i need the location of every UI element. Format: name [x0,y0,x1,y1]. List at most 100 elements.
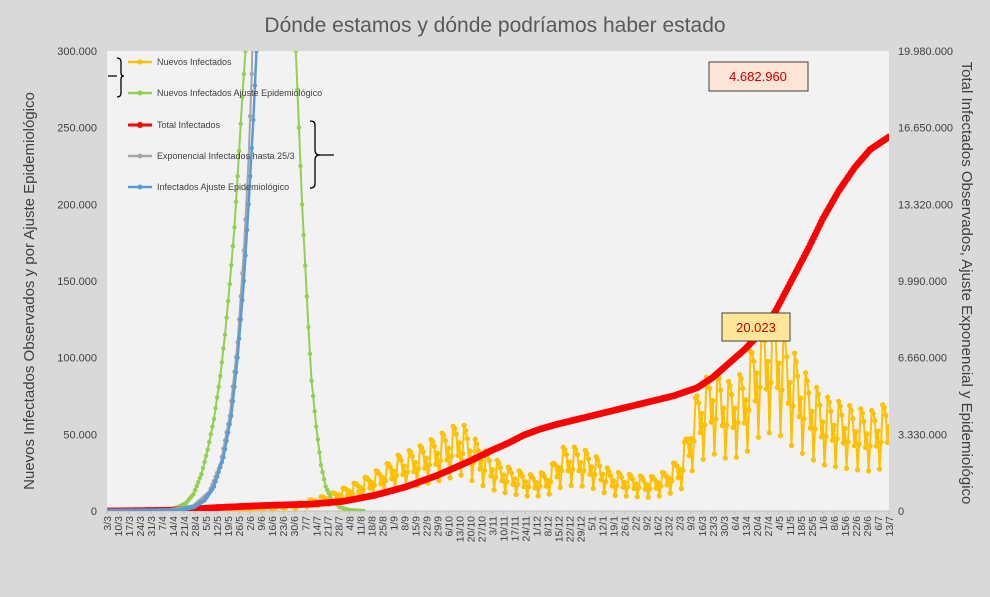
series-point-infectados-ajuste [224,438,229,443]
series-point-nuevos-infectados [765,358,771,365]
series-point-nuevos-infectados [398,457,404,464]
series-point-ajuste-nuevos [312,409,317,414]
series-point-ajuste-nuevos [202,459,207,465]
x-tick-label: 11/5 [785,516,797,536]
y-tick-right: 3.330.000 [898,429,947,441]
series-point-infectados-ajuste [244,227,250,233]
series-point-nuevos-infectados [622,479,628,485]
series-point-nuevos-infectados [387,464,393,470]
series-point-nuevos-infectados [645,494,651,500]
x-tick-label: 8/9 [399,516,411,531]
legend-entry-infectados-ajuste[interactable]: Infectados Ajuste Epidemiológico [128,182,289,192]
series-point-nuevos-infectados [367,485,373,491]
x-tick-label: 5/1 [587,516,599,531]
x-tick-label: 17/11 [510,516,522,542]
series-point-nuevos-infectados [807,425,813,431]
series-point-nuevos-infectados [453,431,459,437]
x-tick-label: 18/8 [366,516,378,537]
series-point-nuevos-infectados [673,463,680,469]
series-point-nuevos-infectados [360,487,367,493]
y-axis-left-label: Nuevos Infectados Observados y por Ajust… [21,92,38,490]
series-point-nuevos-infectados [408,449,414,455]
series-point-nuevos-infectados [779,387,785,393]
series-point-ajuste-nuevos [233,199,239,204]
series-point-nuevos-infectados [464,436,470,442]
x-tick-label: 13/7 [884,516,896,537]
series-point-nuevos-infectados [585,456,592,462]
series-point-ajuste-nuevos [224,315,229,320]
series-point-ajuste-nuevos [299,202,305,207]
series-point-nuevos-infectados [711,451,717,457]
series-point-total-infectados [885,133,889,141]
legend-entry-total-infectados[interactable]: Total Infectados [128,120,221,130]
x-tick-label: 28/7 [333,516,345,537]
series-point-infectados-ajuste [216,469,221,475]
series-point-nuevos-infectados [719,423,725,429]
series-point-nuevos-infectados [378,481,384,487]
legend-entry-exponencial[interactable]: Exponencial Infectados hasta 25/3 [128,151,295,161]
series-point-nuevos-infectados [774,384,780,391]
x-tick-label: 23/3 [708,516,720,537]
series-point-nuevos-infectados [651,476,658,483]
series-point-nuevos-infectados [738,376,744,382]
series-point-nuevos-infectados [804,378,810,384]
series-point-nuevos-infectados [489,467,496,473]
series-point-nuevos-infectados [488,473,494,479]
series-point-infectados-ajuste [225,430,231,435]
x-tick-label: 9/6 [256,516,268,531]
series-point-nuevos-infectados [788,443,795,449]
legend-entry-ajuste-epidemiologico-nuevos[interactable]: Nuevos Infectados Ajuste Epidemiológico [128,88,322,98]
series-point-ajuste-nuevos [328,494,333,500]
series-point-infectados-ajuste [243,253,248,258]
series-point-nuevos-infectados [686,453,692,459]
series-point-ajuste-nuevos [219,360,225,365]
series-point-nuevos-infectados [859,410,865,416]
series-point-nuevos-infectados [667,490,673,496]
series-point-ajuste-nuevos [361,508,366,511]
series-point-nuevos-infectados [573,447,579,453]
y-tick-right: 9.990.000 [898,276,947,288]
x-tick-label: 24/11 [521,516,533,542]
series-point-nuevos-infectados [419,445,425,451]
annotation-total-value: 4.682.960 [708,61,809,92]
series-point-nuevos-infectados [699,410,705,417]
series-point-nuevos-infectados [618,474,625,480]
series-point-nuevos-infectados [461,422,467,428]
series-point-ajuste-nuevos [307,351,313,357]
series-point-nuevos-infectados [409,453,415,459]
series-point-nuevos-infectados [458,472,464,478]
series-point-nuevos-infectados [437,458,444,464]
series-point-nuevos-infectados [480,483,486,489]
series-point-infectados-ajuste [233,370,239,375]
annotation-daily-text: 20.023 [736,320,776,335]
series-point-infectados-ajuste [218,464,223,470]
series-point-nuevos-infectados [576,468,582,474]
series-point-nuevos-infectados [393,472,400,478]
legend-label-total: Total Infectados [157,120,221,130]
series-point-nuevos-infectados [787,379,793,386]
series-point-nuevos-infectados [727,382,733,389]
series-point-ajuste-nuevos [295,87,300,92]
series-point-nuevos-infectados [568,482,574,489]
series-point-nuevos-infectados [447,475,453,481]
series-point-ajuste-nuevos [225,298,231,304]
x-tick-label: 7/7 [300,516,312,531]
x-tick-label: 1/6 [818,516,830,531]
series-point-nuevos-infectados [415,466,422,472]
series-point-ajuste-nuevos [210,424,215,429]
legend-entry-nuevos-infectados[interactable]: Nuevos Infectados [128,57,232,67]
series-point-ajuste-nuevos [238,121,243,127]
series-point-nuevos-infectados [497,465,503,471]
series-point-nuevos-infectados [338,493,345,500]
series-point-nuevos-infectados [448,453,455,459]
series-point-nuevos-infectados [634,494,640,500]
series-point-nuevos-infectados [611,478,617,484]
series-point-nuevos-infectados [533,479,540,486]
x-tick-label: 22/6 [851,516,863,537]
series-point-nuevos-infectados [713,416,719,422]
series-point-nuevos-infectados [474,441,480,447]
series-point-infectados-ajuste [252,83,258,88]
series-point-nuevos-infectados [625,484,631,490]
annotation-total-box [708,61,809,92]
